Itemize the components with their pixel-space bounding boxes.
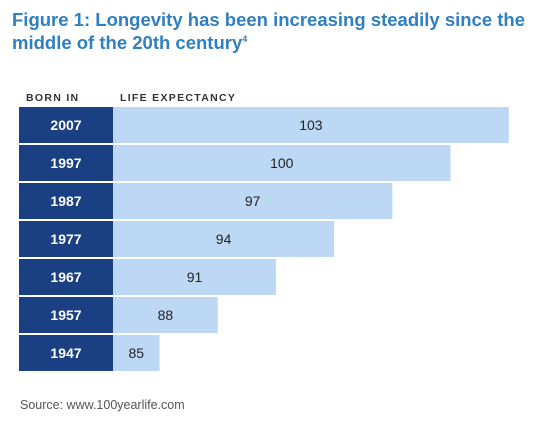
bar-2007 xyxy=(113,107,509,143)
value-label-1997: 100 xyxy=(270,155,294,171)
bar-1977 xyxy=(113,221,335,257)
value-label-1987: 97 xyxy=(245,193,261,209)
year-cell-1987 xyxy=(19,183,113,219)
year-cell-1967 xyxy=(19,259,113,295)
bar-1997 xyxy=(113,145,451,181)
source-note: Source: www.100yearlife.com xyxy=(20,398,185,412)
year-label-2007: 2007 xyxy=(50,117,81,133)
year-cell-2007 xyxy=(19,107,113,143)
value-label-1947: 85 xyxy=(128,345,144,361)
bar-1947 xyxy=(113,335,160,371)
figure-title-footnote: 4 xyxy=(242,33,248,44)
figure-title-prefix: Figure 1: xyxy=(12,9,91,30)
value-label-1957: 88 xyxy=(158,307,174,323)
value-header: LIFE EXPECTANCY xyxy=(120,92,236,104)
category-header: BORN IN xyxy=(26,92,79,104)
bars-group: 2007 103 1997 100 1987 97 1977 94 1967 91 1957 88 19… xyxy=(19,107,509,371)
value-label-1967: 91 xyxy=(187,269,203,285)
year-label-1957: 1957 xyxy=(50,307,81,323)
year-label-1977: 1977 xyxy=(50,231,81,247)
year-label-1997: 1997 xyxy=(50,155,81,171)
year-cell-1947 xyxy=(19,335,113,371)
year-label-1967: 1967 xyxy=(50,269,81,285)
year-cell-1997 xyxy=(19,145,113,181)
bar-1957 xyxy=(113,297,218,333)
value-label-1977: 94 xyxy=(216,231,232,247)
year-cell-1977 xyxy=(19,221,113,257)
year-label-1987: 1987 xyxy=(50,193,81,209)
bar-1987 xyxy=(113,183,393,219)
year-cell-1957 xyxy=(19,297,113,333)
bar-1967 xyxy=(113,259,276,295)
year-label-1947: 1947 xyxy=(50,345,81,361)
figure-title: Figure 1: Longevity has been increasing … xyxy=(12,8,552,54)
figure-title-text: Longevity has been increasing steadily s… xyxy=(12,9,526,53)
value-label-2007: 103 xyxy=(299,117,323,133)
